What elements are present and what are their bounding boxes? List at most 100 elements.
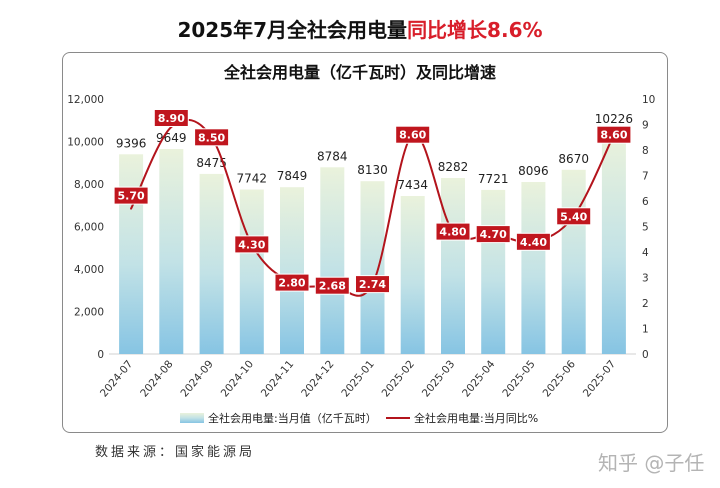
line-point-label: 8.90: [153, 109, 189, 127]
headline-highlight: 同比增长8.6%: [407, 18, 543, 42]
line-label-text: 4.30: [238, 238, 265, 251]
y-right-tick-label: 9: [642, 120, 649, 132]
source-note: 数据来源：国家能源局: [95, 445, 256, 460]
y-left-tick-label: 8,000: [74, 179, 104, 191]
line-point-label: 5.70: [113, 186, 149, 205]
bar-labels-layer: 9396 9649 8475 7742 7849 8784 8130 7434 8282 7721…: [116, 112, 633, 192]
line-label-text: 2.74: [359, 278, 386, 291]
line-label-box: [475, 225, 511, 244]
y-left-tick-label: 12,000: [67, 94, 104, 106]
x-tick-label: 2024-09: [179, 358, 216, 399]
line-label-text: 8.50: [198, 131, 225, 144]
line-label-box: [234, 235, 270, 254]
line-label-box: [194, 128, 230, 147]
line-point-label: 4.30: [234, 235, 270, 254]
bar: [441, 178, 465, 354]
x-tick-label: 2025-01: [339, 358, 376, 399]
line-label-text: 8.90: [158, 112, 185, 125]
y-right-tick-label: 5: [642, 222, 649, 234]
line-label-box: [596, 125, 632, 144]
y-right-tick-label: 1: [642, 324, 649, 336]
line-label-box: [113, 186, 149, 205]
y-right-tick-label: 7: [642, 171, 649, 183]
x-tick-label: 2024-10: [219, 358, 256, 399]
line-label-text: 5.70: [118, 190, 145, 203]
bar: [280, 187, 304, 354]
line-labels-layer: 5.70 8.90 8.50 4.30 2.80 2.68 2.74 8.60 4.80 4.70…: [113, 109, 632, 295]
headline-prefix: 2025年7月全社会用电量: [177, 18, 408, 42]
line-point-label: 8.60: [395, 125, 431, 144]
line-point-label: 4.80: [435, 222, 471, 241]
line-point-label: 4.70: [475, 225, 511, 244]
bar-value-label: 9649: [156, 131, 187, 145]
line-label-text: 2.68: [319, 280, 346, 293]
bar-value-label: 7721: [478, 172, 509, 186]
x-tick-label: 2024-11: [259, 358, 296, 399]
line-label-text: 4.80: [439, 226, 466, 239]
x-tick-label: 2024-07: [98, 358, 135, 399]
legend-bar-swatch: [180, 413, 204, 423]
legend-item-bar: 全社会用电量:当月值（亿千瓦时）: [180, 410, 377, 426]
line-label-text: 4.70: [480, 228, 507, 241]
bar-value-label: 10226: [595, 112, 633, 126]
legend-line-label: 全社会用电量:当月同比%: [414, 412, 539, 425]
line-label-box: [556, 207, 592, 226]
chart-frame: [62, 52, 668, 433]
bar: [360, 181, 385, 354]
watermark: 知乎 @子任: [598, 451, 705, 475]
y-left-tick-label: 4,000: [74, 264, 104, 276]
line-point-label: 8.50: [194, 128, 230, 147]
bar-value-label: 7742: [237, 172, 268, 186]
line-point-label: 5.40: [556, 207, 592, 226]
line-label-box: [274, 273, 310, 292]
bar-value-label: 8282: [438, 160, 469, 174]
bar: [119, 154, 144, 354]
bar: [320, 167, 345, 354]
line-label-box: [355, 275, 390, 294]
bar-value-label: 8784: [317, 149, 348, 163]
x-tick-label: 2025-03: [420, 358, 457, 399]
y-right-tick-label: 3: [642, 273, 649, 285]
line-label-text: 8.60: [399, 129, 426, 142]
line-label-text: 4.40: [520, 236, 547, 249]
bar: [561, 169, 586, 354]
bar: [400, 196, 425, 354]
bar: [521, 182, 546, 354]
chart-title: 全社会用电量（亿千瓦时）及同比增速: [223, 63, 496, 82]
headline: 2025年7月全社会用电量同比增长8.6%: [0, 16, 720, 44]
bar: [199, 173, 224, 354]
bar-value-label: 8475: [196, 156, 227, 170]
bars-layer: [119, 136, 626, 354]
legend-item-line: 全社会用电量:当月同比%: [386, 410, 538, 426]
line-label-box: [395, 125, 431, 144]
x-tick-label: 2024-12: [299, 358, 336, 399]
y-right-tick-label: 4: [642, 247, 649, 259]
y-right-tick-label: 10: [642, 94, 655, 106]
line-label-box: [515, 232, 551, 251]
line-label-box: [314, 276, 350, 295]
x-tick-label: 2025-02: [380, 358, 417, 399]
x-tick-label: 2025-06: [541, 358, 579, 400]
line-label-text: 8.60: [600, 129, 627, 142]
y-left-tick-label: 10,000: [67, 137, 104, 149]
y-right-tick-label: 6: [642, 196, 649, 208]
line-point-label: 4.40: [515, 232, 551, 251]
y-left-tick-label: 6,000: [74, 222, 104, 234]
bar-value-label: 9396: [116, 136, 147, 150]
bar-value-label: 8670: [558, 152, 589, 166]
line-label-box: [435, 222, 471, 241]
bar: [159, 149, 184, 354]
y-left-tick-label: 0: [97, 349, 104, 361]
y-right-tick-label: 2: [642, 298, 649, 310]
bar-value-label: 8096: [518, 164, 549, 178]
bar: [239, 189, 264, 354]
axes-layer: 0 2,000 4,000 6,000 8,000 10,000 12,000 0 1 2 3 4 5 6…: [67, 94, 655, 361]
bar: [601, 136, 626, 354]
line-point-label: 2.68: [314, 276, 350, 295]
bar: [481, 189, 506, 354]
line-point-label: 2.80: [274, 273, 310, 292]
bar-value-label: 8130: [357, 163, 388, 177]
y-right-tick-label: 0: [642, 349, 649, 361]
x-tick-label: 2025-04: [460, 358, 498, 400]
